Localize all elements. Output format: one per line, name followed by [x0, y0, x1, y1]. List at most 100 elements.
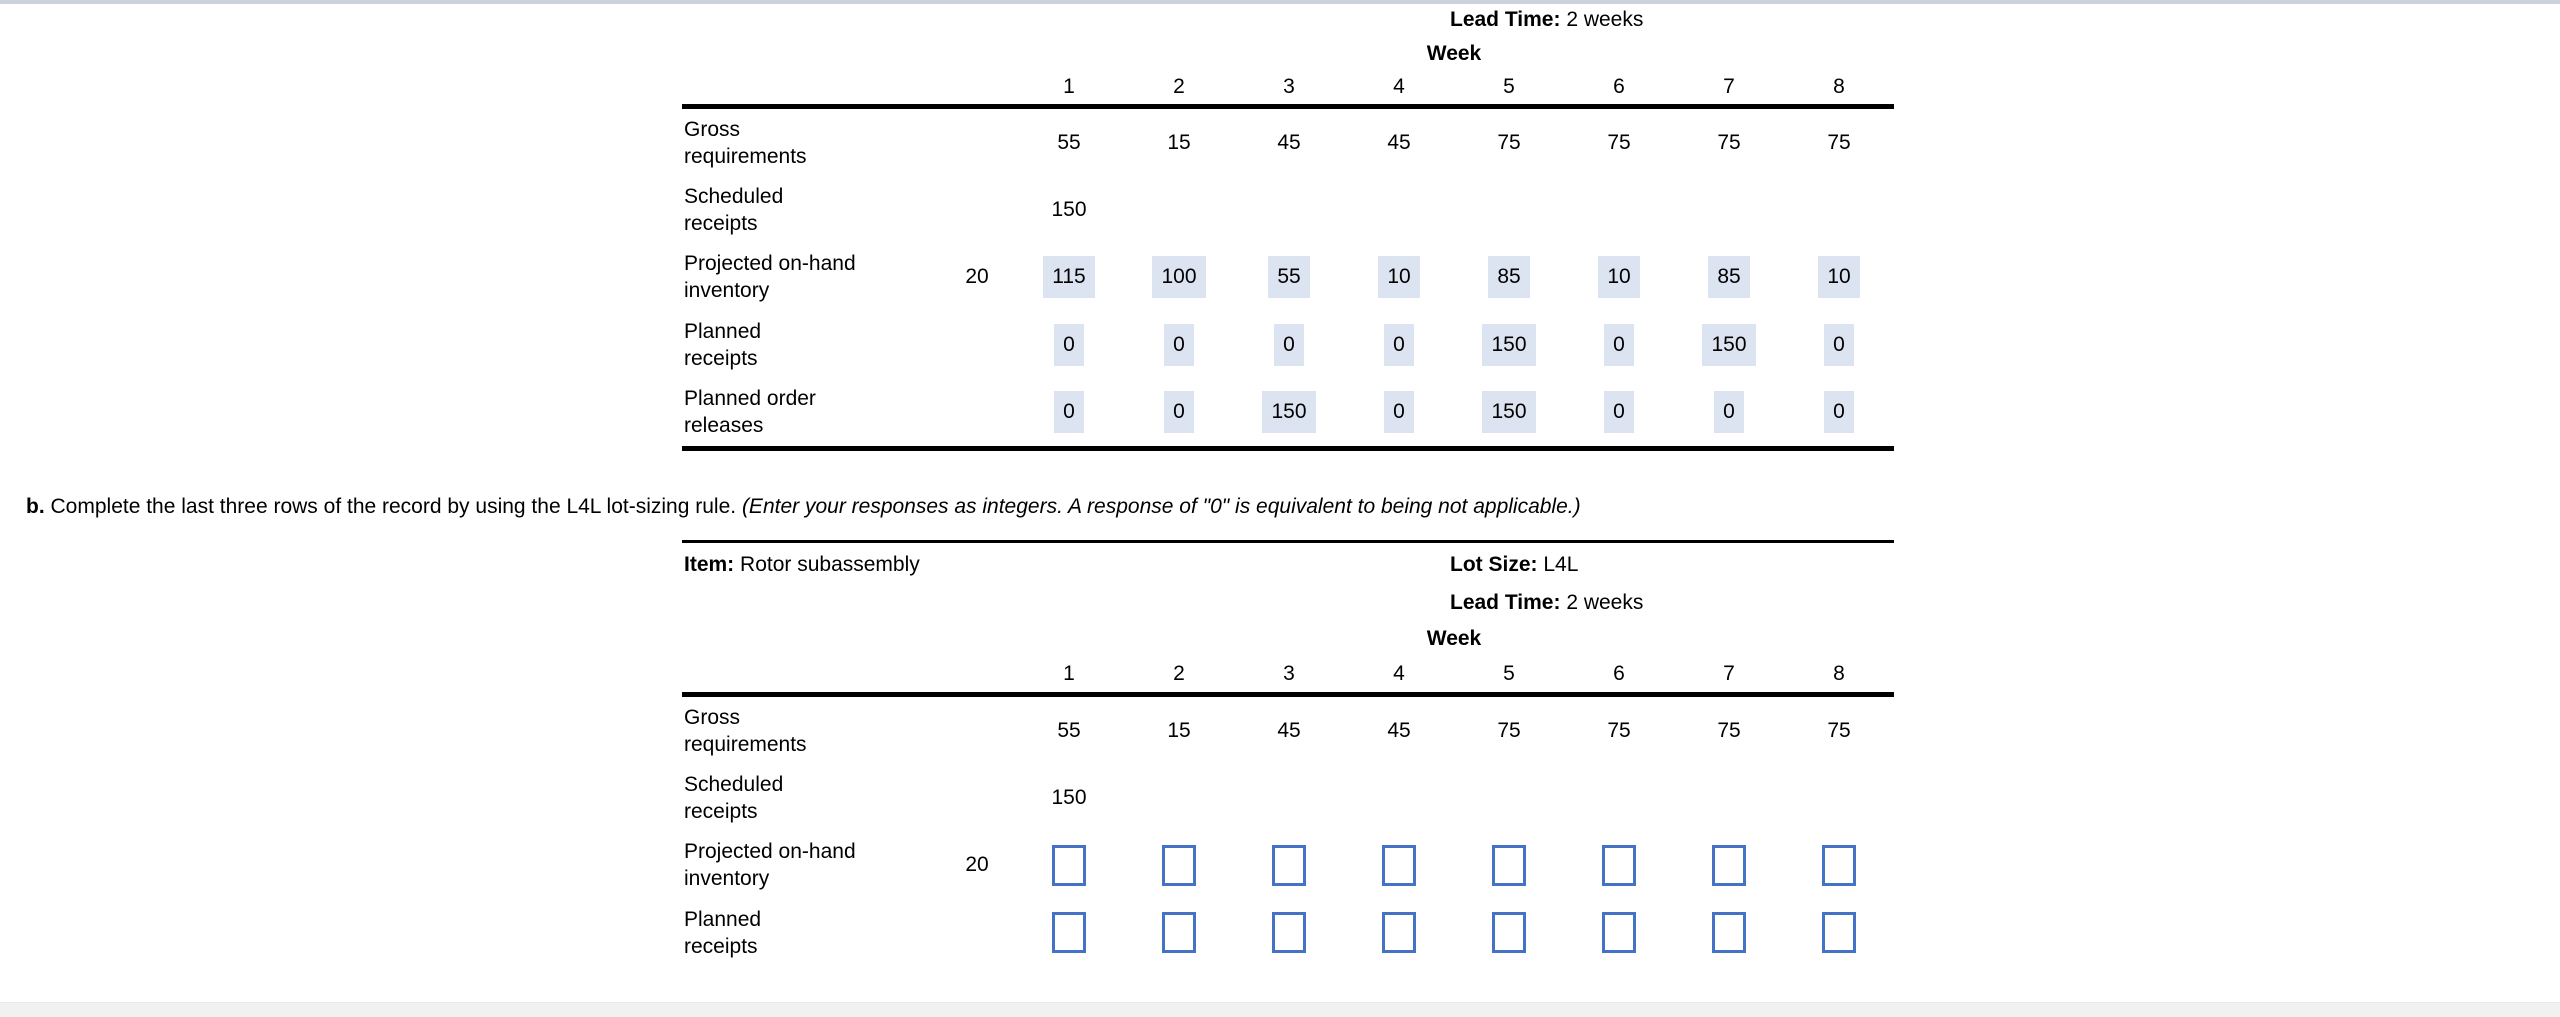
week-number: 1: [1063, 662, 1075, 685]
cell-value: 45: [1387, 718, 1411, 742]
week-number: 6: [1613, 662, 1625, 685]
row-label: Gross requirements: [684, 705, 807, 756]
week-cell: 0: [1124, 323, 1234, 366]
answer-input[interactable]: [1052, 844, 1086, 886]
week-cell: [1014, 844, 1124, 886]
answer-value: 150: [1482, 391, 1536, 434]
week-cell: 100: [1124, 256, 1234, 299]
week-cell: [1564, 912, 1674, 954]
week-cell: 150: [1454, 323, 1564, 366]
answer-input[interactable]: [1162, 844, 1196, 886]
lead-time-label: Lead Time:: [1450, 591, 1561, 614]
week-cell: 0: [1344, 323, 1454, 366]
table-row: Planned order releases 0 0 150 0 150 0 0 0: [682, 379, 1894, 446]
week-cell: 55: [1014, 131, 1124, 155]
lot-size-value: L4L: [1543, 553, 1579, 576]
cell-value: 45: [1277, 130, 1301, 154]
answer-input[interactable]: [1492, 912, 1526, 954]
week-number: 3: [1283, 75, 1295, 98]
row-label: Scheduled receipts: [684, 185, 784, 236]
answer-value: 150: [1262, 391, 1316, 434]
answer-input[interactable]: [1382, 844, 1416, 886]
week-number: 6: [1613, 75, 1625, 98]
row-label: Gross requirements: [684, 117, 807, 168]
week-cell: 0: [1014, 391, 1124, 434]
week-cell: 0: [1124, 391, 1234, 434]
cell-value: 75: [1717, 718, 1741, 742]
table-row: Scheduled receipts 150: [682, 176, 1894, 243]
cell-value: 150: [1051, 786, 1087, 810]
table-row: Projected on-hand inventory 20: [682, 832, 1894, 899]
week-cell: 150: [1674, 323, 1784, 366]
week-cell: [1344, 912, 1454, 954]
week-cell: 15: [1124, 131, 1234, 155]
table-row: Projected on-hand inventory 20 115 100 55 10 85…: [682, 244, 1894, 311]
cell-value: 55: [1057, 130, 1081, 154]
answer-input[interactable]: [1272, 844, 1306, 886]
week-number: 8: [1833, 662, 1845, 685]
week-cell: [1124, 844, 1234, 886]
answer-value: 0: [1054, 391, 1084, 434]
cell-value: 75: [1827, 130, 1851, 154]
lead-time-value: 2 weeks: [1566, 8, 1644, 31]
answer-value: 0: [1714, 391, 1744, 434]
week-numbers-row: 1 2 3 4 5 6 7 8: [1014, 662, 1894, 686]
week-number: 5: [1503, 662, 1515, 685]
row-label: Planned receipts: [684, 319, 762, 370]
answer-input[interactable]: [1162, 912, 1196, 954]
lot-size-label: Lot Size:: [1450, 553, 1538, 576]
week-number: 7: [1723, 75, 1735, 98]
answer-input[interactable]: [1602, 844, 1636, 886]
week-number: 3: [1283, 662, 1295, 685]
cell-value: 75: [1717, 130, 1741, 154]
answer-input[interactable]: [1822, 844, 1856, 886]
answer-input[interactable]: [1822, 912, 1856, 954]
table-row: Planned receipts 0 0 0 0 150 0 150 0: [682, 311, 1894, 378]
week-cell: [1784, 844, 1894, 886]
week-cell: 0: [1234, 323, 1344, 366]
answer-input[interactable]: [1382, 912, 1416, 954]
answer-input[interactable]: [1492, 844, 1526, 886]
item-value: Rotor subassembly: [740, 553, 920, 576]
cell-value: 15: [1167, 130, 1191, 154]
answer-value: 0: [1274, 323, 1304, 366]
answer-value: 0: [1384, 323, 1414, 366]
week-number: 5: [1503, 75, 1515, 98]
row-label: Planned receipts: [684, 907, 762, 958]
answer-value: 115: [1043, 256, 1095, 299]
lead-time-line: Lead Time: 2 weeks: [1450, 7, 1643, 33]
week-cell: [1784, 912, 1894, 954]
week-cell: 55: [1234, 256, 1344, 299]
answer-input[interactable]: [1272, 912, 1306, 954]
week-cell: 150: [1014, 198, 1124, 222]
answer-value: 100: [1152, 256, 1206, 299]
initial-inventory-value: 20: [965, 265, 989, 289]
cell-value: 75: [1497, 718, 1521, 742]
week-number: 7: [1723, 662, 1735, 685]
row-label: Scheduled receipts: [684, 773, 784, 824]
answer-value: 0: [1604, 323, 1634, 366]
answer-value: 0: [1824, 323, 1854, 366]
cell-value: 15: [1167, 718, 1191, 742]
week-cell: [1674, 844, 1784, 886]
week-cell: 45: [1344, 719, 1454, 743]
week-cell: 75: [1454, 719, 1564, 743]
answer-input[interactable]: [1712, 912, 1746, 954]
cell-value: 45: [1387, 130, 1411, 154]
week-cell: [1234, 844, 1344, 886]
answer-input[interactable]: [1712, 844, 1746, 886]
week-cell: 115: [1014, 256, 1124, 299]
instruction-body: Complete the last three rows of the reco…: [50, 495, 737, 518]
answer-input[interactable]: [1052, 912, 1086, 954]
week-cell: 0: [1014, 323, 1124, 366]
week-cell: 55: [1014, 719, 1124, 743]
week-cell: 0: [1784, 323, 1894, 366]
row-label: Planned order releases: [684, 387, 816, 438]
answer-input[interactable]: [1602, 912, 1636, 954]
cell-value: 75: [1497, 130, 1521, 154]
week-cell: 15: [1124, 719, 1234, 743]
week-cell: 75: [1674, 131, 1784, 155]
table-row: Gross requirements 55 15 45 45 75 75 75 75: [682, 109, 1894, 176]
week-cell: 85: [1454, 256, 1564, 299]
answer-value: 150: [1702, 323, 1756, 366]
